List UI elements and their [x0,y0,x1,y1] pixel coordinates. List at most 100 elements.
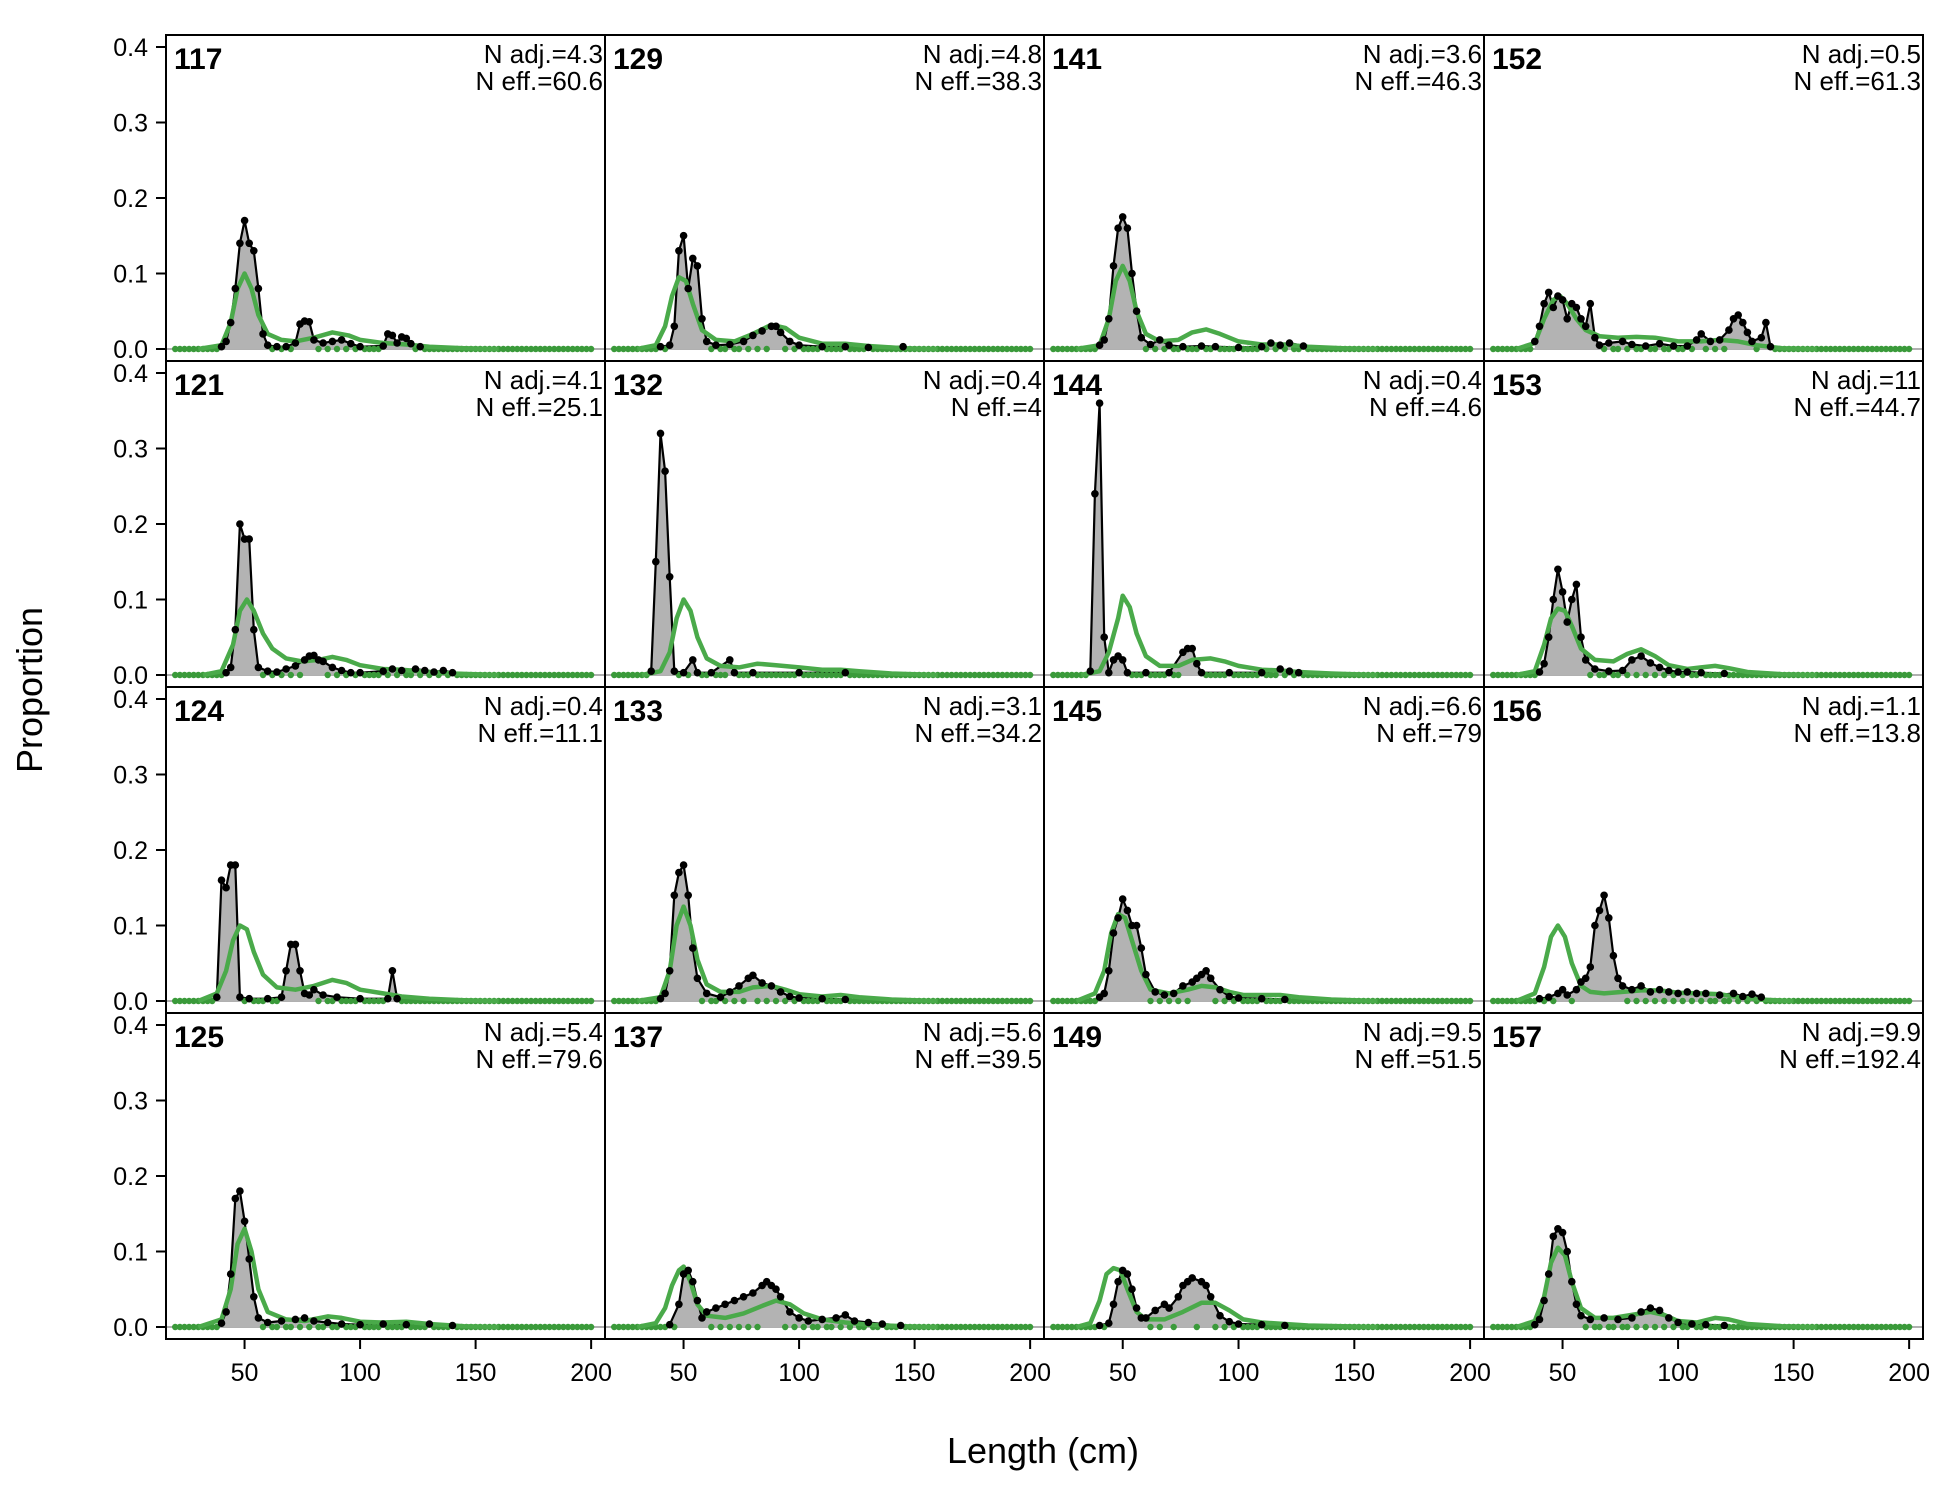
zero-point [541,1323,549,1331]
zero-point [1651,1323,1659,1331]
observed-area [216,865,398,1001]
observed-point [786,337,794,346]
zero-point [1235,671,1242,679]
observed-area [1539,569,1725,675]
zero-point [1443,1323,1451,1331]
zero-point [1587,671,1594,679]
panel-label: 125 [174,1021,224,1054]
observed-point [772,1285,780,1293]
zero-point [1411,1323,1418,1331]
observed-point [254,663,263,672]
zero-point [181,1323,188,1331]
zero-point [574,345,581,353]
zero-point [366,1323,373,1331]
zero-point [1013,345,1020,353]
zero-point [1869,997,1876,1005]
observed-point [1100,633,1108,641]
zero-point [966,997,974,1005]
zero-point [555,997,562,1005]
zero-point [1905,1323,1913,1331]
zero-point [832,997,840,1005]
observed-point [333,993,341,1001]
zero-point [1406,345,1414,353]
zero-point [971,345,978,353]
x-axis: 50 100 150 200 50 100 150 200 50 100 150 200 50 100 15… [231,1339,1930,1387]
zero-point [717,671,724,679]
zero-point [1873,997,1881,1005]
zero-point [185,997,193,1005]
n-adj-text: N adj.=9.5 [1363,1017,1482,1047]
zero-point [976,345,983,353]
zero-point [370,997,378,1005]
observed-point [1715,991,1724,999]
zero-point [735,345,743,353]
observed-point [263,1318,272,1327]
zero-point [1068,997,1076,1005]
zero-point [181,671,188,679]
zero-point [1152,671,1159,679]
zero-point [985,671,992,679]
panel-label: 132 [613,369,663,402]
observed-point [689,1277,697,1286]
zero-point [1896,997,1904,1005]
observed-point [1591,665,1599,673]
zero-point [564,671,572,679]
zero-point [1901,1323,1908,1331]
zero-point [999,671,1006,679]
zero-point [805,345,812,353]
x-tick-label: 150 [894,1359,936,1387]
zero-point [1813,997,1820,1005]
zero-point [943,1323,951,1331]
zero-point [1073,671,1080,679]
observed-point [1720,669,1729,678]
zero-point [1887,671,1894,679]
zero-point [772,671,780,679]
panel-129: 129 N adj.=4.8N eff.=38.3 [604,34,1045,362]
x-tick-label: 50 [1109,1359,1137,1387]
observed-point [1600,891,1608,900]
observed-point [1762,318,1770,327]
zero-point [1855,1323,1862,1331]
observed-area [660,865,846,1001]
observed-point [217,876,226,884]
zero-point [1462,1323,1469,1331]
zero-point [980,671,988,679]
observed-point [1234,1320,1243,1328]
zero-point [509,997,516,1005]
zero-point [1207,671,1214,679]
zero-point [948,345,955,353]
zero-point [587,671,595,679]
zero-point [1882,345,1890,353]
zero-point [209,1323,216,1331]
observed-point [240,216,249,225]
expected-line [1080,593,1378,678]
zero-point [1434,345,1441,353]
zero-point [1244,345,1252,353]
zero-point [957,345,964,353]
zero-point [1249,345,1256,353]
observed-point [1123,224,1132,232]
zero-point [1527,997,1534,1005]
observed-point [1683,342,1692,350]
observed-point [818,342,826,351]
zero-point [1804,997,1811,1005]
zero-point [587,345,595,353]
zero-point [624,345,632,353]
zero-point [1059,997,1066,1005]
observed-point [273,668,281,676]
zero-point [1905,345,1913,353]
x-tick-label: 50 [1549,1359,1577,1387]
observed-point [1692,989,1701,998]
zero-point [782,345,789,353]
zero-point [1896,671,1904,679]
observed-point [1137,333,1146,342]
zero-point [1142,345,1150,353]
observed-point [656,994,665,1003]
zero-point [1425,345,1432,353]
x-tick-label: 50 [231,1359,259,1387]
observed-point [1225,992,1234,1001]
zero-point [1661,997,1668,1005]
zero-point [1827,997,1834,1005]
zero-point [1864,997,1871,1005]
zero-point [1439,671,1446,679]
